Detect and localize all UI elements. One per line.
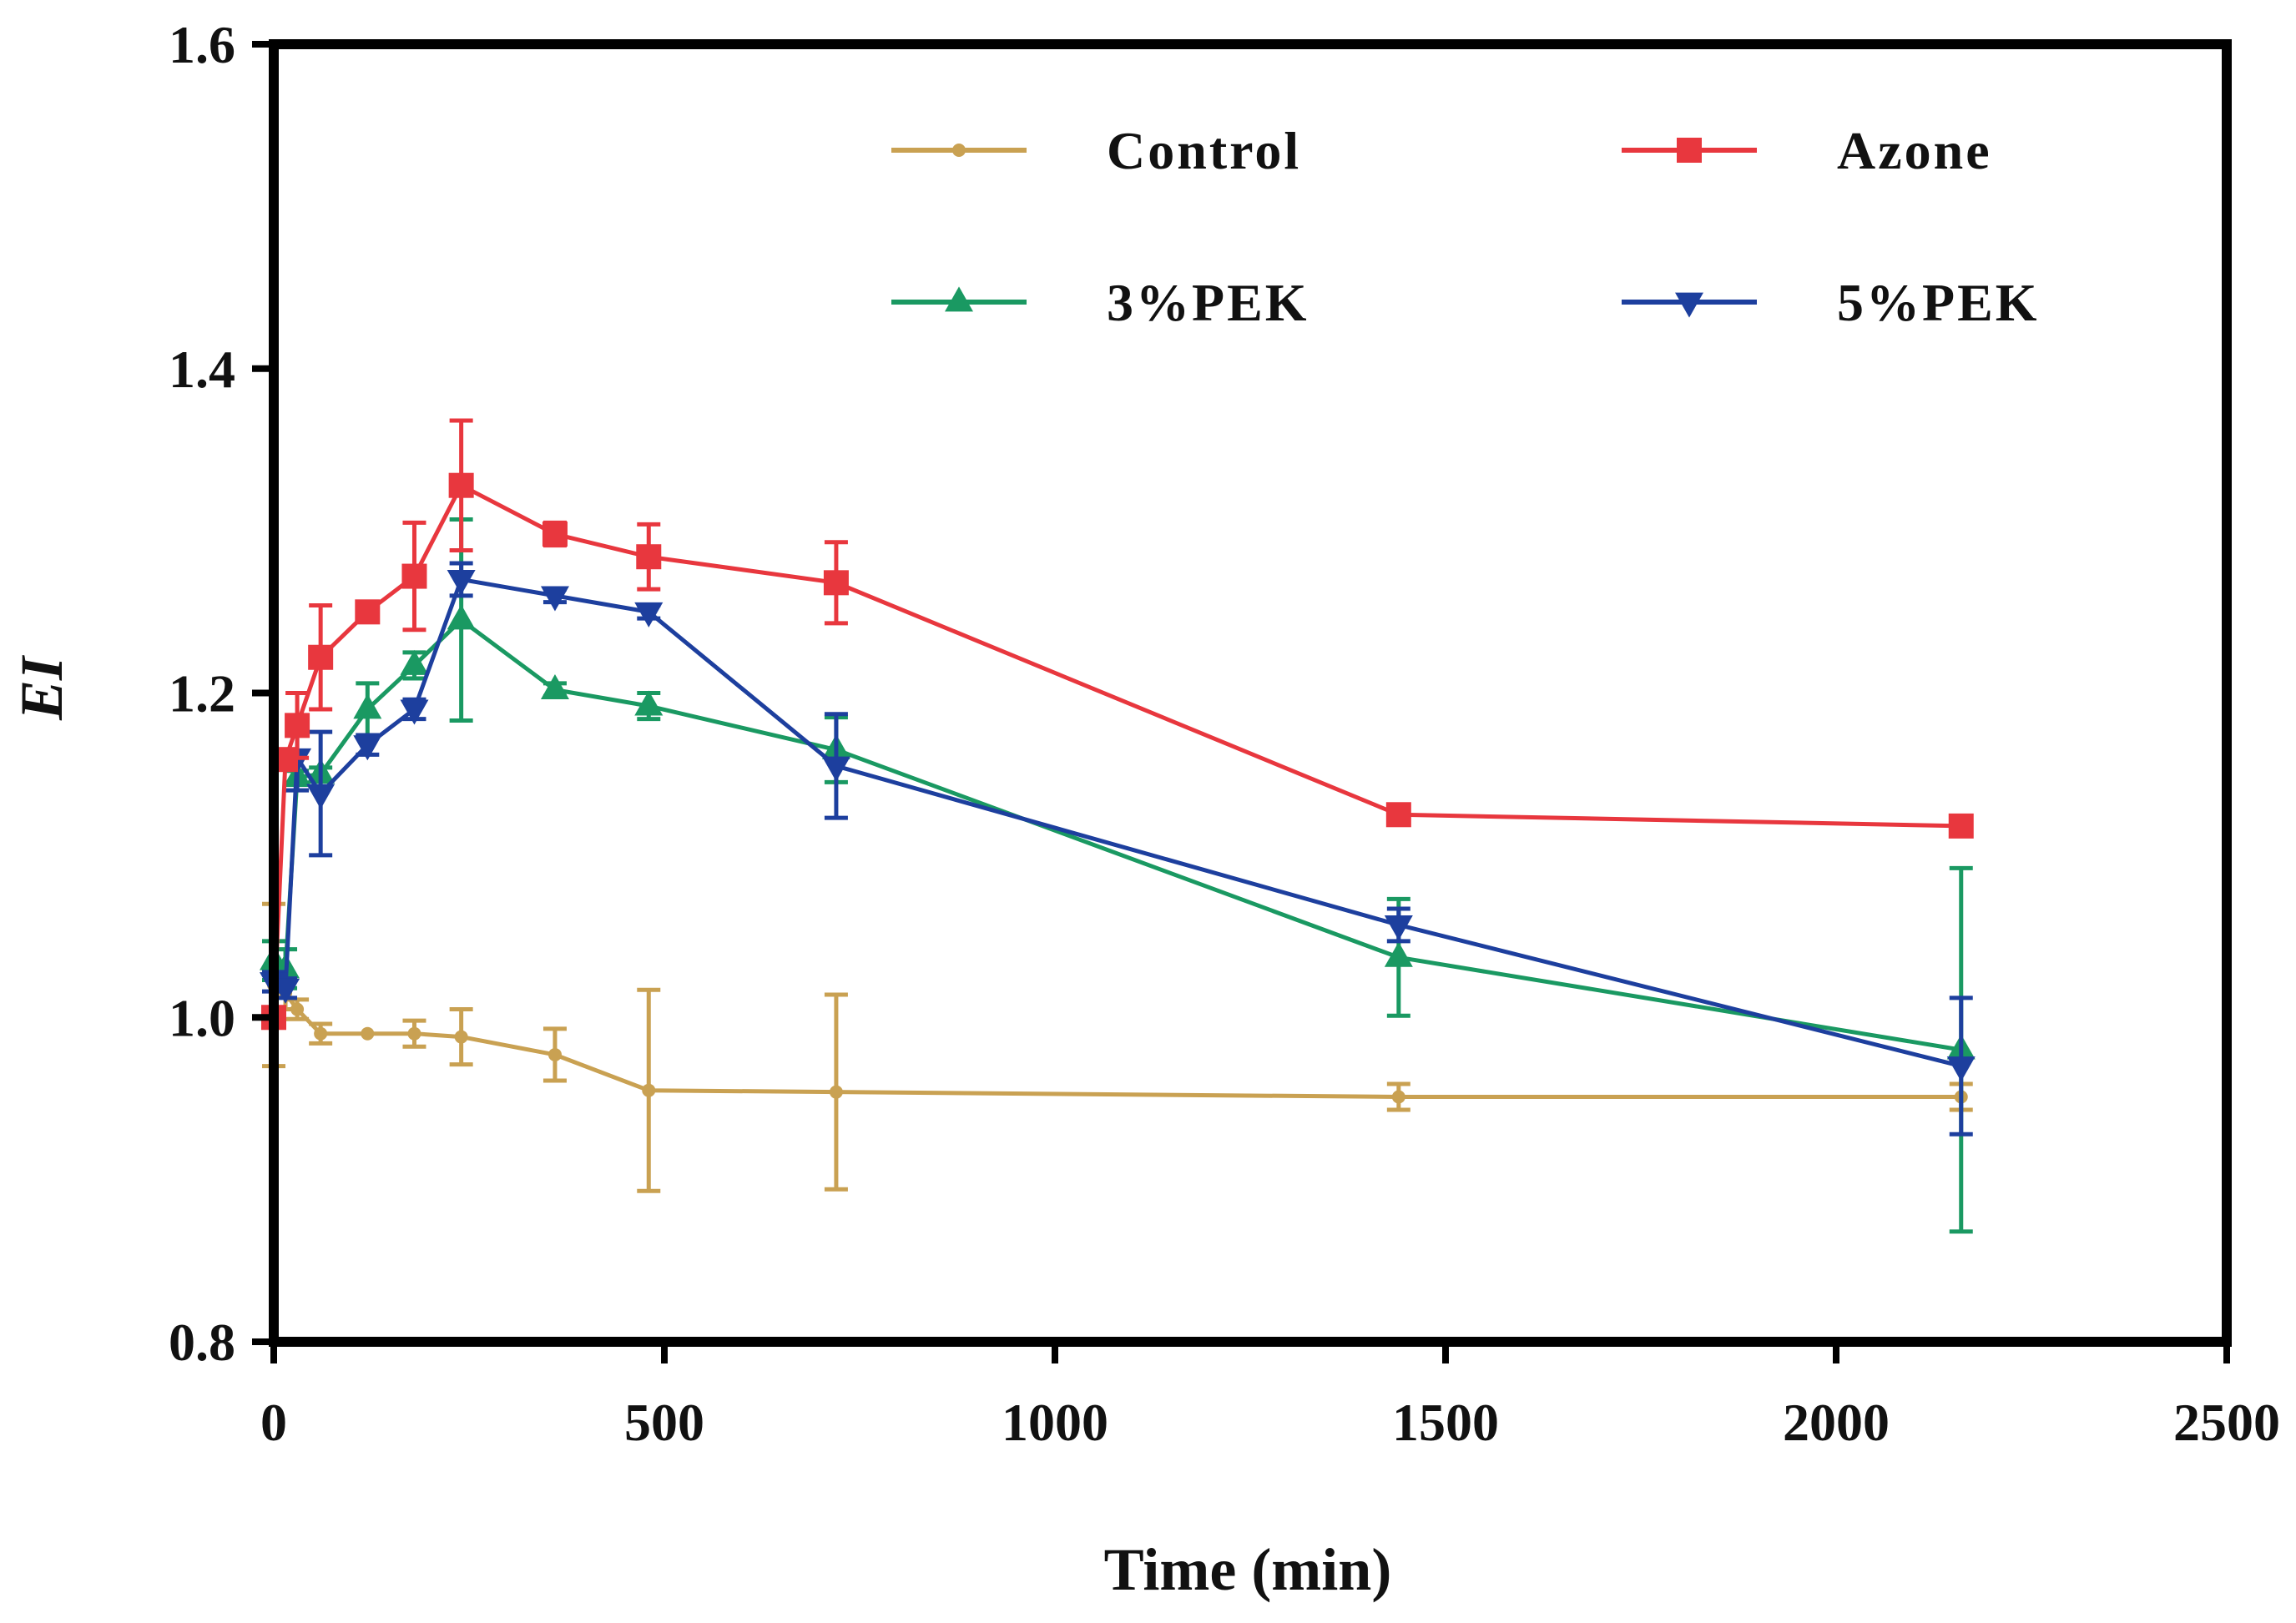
y-tick-label: 1.0 bbox=[169, 988, 235, 1047]
y-axis-title: EI bbox=[8, 654, 75, 721]
x-tick-label: 2500 bbox=[2173, 1393, 2280, 1452]
data-point-control bbox=[314, 1026, 328, 1041]
legend-label-5-pek: 5%PEK bbox=[1837, 273, 2040, 332]
data-point-5-pek bbox=[1384, 915, 1413, 941]
x-tick-label: 500 bbox=[624, 1393, 704, 1452]
legend-marker-5-pek bbox=[1675, 292, 1703, 318]
legend-marker-azone bbox=[1677, 138, 1702, 163]
x-tick-label: 1500 bbox=[1392, 1393, 1499, 1452]
data-point-azone bbox=[285, 713, 310, 738]
y-tick-label: 1.2 bbox=[169, 664, 235, 723]
data-point-azone bbox=[1385, 802, 1411, 828]
legend-marker-3-pek bbox=[945, 286, 973, 312]
legend: Control Azone 3%PEK 5%PEK bbox=[891, 121, 2040, 332]
legend-item-azone: Azone bbox=[1622, 121, 1992, 180]
data-point-5-pek bbox=[634, 602, 664, 628]
data-point-3-pek bbox=[634, 690, 664, 716]
y-tick-label: 1.6 bbox=[169, 15, 235, 74]
data-point-azone bbox=[542, 522, 568, 547]
legend-item-3-pek: 3%PEK bbox=[891, 273, 1309, 332]
data-point-5-pek bbox=[540, 586, 569, 612]
series-control bbox=[262, 901, 1973, 1193]
data-point-control bbox=[829, 1085, 843, 1099]
x-tick-label: 1000 bbox=[1002, 1393, 1108, 1452]
data-point-3-pek bbox=[400, 649, 429, 675]
series-layer bbox=[260, 418, 1976, 1234]
data-point-control bbox=[1391, 1090, 1405, 1104]
y-tick-label: 1.4 bbox=[169, 340, 235, 399]
data-point-3-pek bbox=[447, 604, 476, 630]
data-point-control bbox=[290, 1002, 305, 1016]
legend-item-control: Control bbox=[891, 121, 1301, 180]
data-point-control bbox=[361, 1026, 375, 1041]
x-tick-label: 2000 bbox=[1783, 1393, 1890, 1452]
series-line-5-pek bbox=[272, 577, 1962, 1068]
legend-label-azone: Azone bbox=[1837, 121, 1992, 180]
data-point-azone bbox=[448, 472, 474, 498]
data-point-3-pek bbox=[540, 674, 569, 700]
data-point-control bbox=[548, 1047, 562, 1061]
data-point-azone bbox=[1948, 813, 1974, 839]
data-point-azone bbox=[401, 563, 427, 589]
data-point-5-pek bbox=[821, 756, 850, 782]
data-point-azone bbox=[355, 599, 381, 625]
data-point-azone bbox=[308, 644, 334, 670]
data-point-control bbox=[407, 1026, 421, 1041]
data-point-3-pek bbox=[1384, 941, 1413, 967]
data-point-control bbox=[454, 1030, 468, 1044]
legend-label-3-pek: 3%PEK bbox=[1107, 273, 1309, 332]
data-point-5-pek bbox=[1946, 1056, 1976, 1082]
x-tick-label: 0 bbox=[260, 1393, 287, 1452]
x-axis-title: Time (min) bbox=[1104, 1536, 1392, 1603]
data-point-control bbox=[642, 1083, 656, 1097]
data-point-5-pek bbox=[400, 699, 429, 725]
data-point-5-pek bbox=[306, 784, 336, 809]
legend-label-control: Control bbox=[1107, 121, 1301, 180]
data-point-5-pek bbox=[447, 570, 476, 596]
legend-marker-control bbox=[952, 144, 966, 157]
data-point-5-pek bbox=[353, 735, 382, 761]
data-point-3-pek bbox=[353, 693, 382, 719]
data-point-azone bbox=[636, 544, 662, 570]
legend-item-5-pek: 5%PEK bbox=[1622, 273, 2040, 332]
y-tick-label: 0.8 bbox=[169, 1313, 235, 1372]
axis-layer: 0 500 1000 1500 2000 2500 0.8 1.0 1.2 1.4 1.6 bbox=[169, 15, 2280, 1452]
data-point-azone bbox=[823, 570, 849, 596]
series-azone bbox=[261, 418, 1974, 1031]
